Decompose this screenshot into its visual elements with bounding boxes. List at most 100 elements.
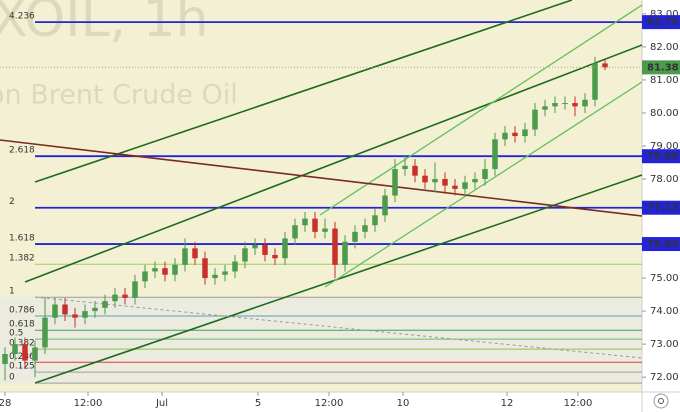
candle-body	[292, 225, 298, 239]
candle-body	[242, 248, 248, 262]
candle-body	[602, 63, 608, 68]
x-tick-label: 10	[397, 398, 410, 409]
fib-zone	[0, 297, 642, 383]
settings-icon[interactable]	[658, 398, 664, 404]
candle-body	[92, 307, 98, 312]
candle-body	[212, 274, 218, 279]
candle-body	[492, 139, 498, 170]
trend-line	[0, 139, 643, 217]
channel-line	[319, 4, 643, 216]
fib-ratio: 4.236	[9, 12, 35, 22]
candle-body	[522, 129, 528, 137]
candle-body	[62, 304, 68, 315]
last-price-label: 81.38	[647, 62, 679, 73]
channel-line	[34, 0, 573, 183]
fib-levels: 4.236 2.618 2 1.618 1.382 1 0.786 0.6180.50.382…	[9, 12, 642, 384]
fib-ratio: 0.236	[9, 352, 35, 362]
candle-body	[272, 254, 278, 259]
candle-body	[402, 165, 408, 170]
candles	[2, 56, 608, 381]
candle-body	[222, 271, 228, 275]
fib-ratio: 0.618	[9, 320, 35, 330]
time-axis	[0, 392, 642, 412]
y-tick-label: 73.00	[650, 339, 679, 350]
y-tick-label: 78.00	[650, 174, 679, 185]
candle-body	[322, 228, 328, 232]
watermark-title: XOIL, 1h	[0, 0, 209, 49]
candle-body	[472, 178, 478, 183]
x-tick-label: 28	[0, 398, 11, 409]
candle-body	[82, 311, 88, 318]
candle-body	[42, 317, 48, 348]
fib-ratio: 0.786	[9, 306, 35, 316]
candle-body	[192, 248, 198, 259]
fib-ratio: 2	[9, 197, 15, 207]
x-tick-label: 12:00	[315, 398, 344, 409]
candle-body	[462, 182, 468, 189]
settings-icon[interactable]	[653, 393, 669, 409]
channel-line	[24, 44, 643, 283]
watermark-subtitle: on Brent Crude Oil	[0, 80, 238, 111]
y-tick-label: 79.00	[650, 141, 679, 152]
candle-body	[512, 132, 518, 137]
candle-body	[162, 268, 168, 275]
candle-body	[112, 294, 118, 302]
settings-button[interactable]	[653, 393, 669, 409]
candle-body	[142, 271, 148, 282]
candle-body	[182, 248, 188, 265]
candle-body	[442, 178, 448, 186]
candle-body	[532, 109, 538, 130]
x-tick-label: 5	[255, 398, 261, 409]
price-box	[642, 15, 680, 30]
last-price-box	[642, 60, 680, 75]
candle-body	[412, 165, 418, 176]
price-box	[642, 200, 680, 215]
fib-ratio: 0	[9, 373, 15, 383]
candle-body	[422, 175, 428, 183]
candle-body	[582, 99, 588, 107]
y-tick-label: 83.00	[650, 9, 679, 20]
candle-body	[562, 103, 568, 105]
candle-body	[102, 301, 108, 308]
x-tick-label: Jul	[155, 398, 168, 409]
candle-body	[232, 261, 238, 272]
y-tick-label: 82.00	[650, 42, 679, 53]
trend-lines	[0, 0, 643, 384]
x-tick-label: 12	[501, 398, 514, 409]
candle-body	[592, 63, 598, 100]
candle-body	[2, 354, 8, 364]
candle-body	[22, 344, 28, 361]
fib-ratio: 0.382	[9, 339, 35, 349]
candle-body	[352, 231, 358, 242]
channel-line	[324, 81, 643, 288]
candle-body	[202, 258, 208, 279]
candle-body	[382, 195, 388, 216]
candle-body	[482, 169, 488, 179]
candle-body	[552, 103, 558, 107]
price-box-label: 82.75	[647, 17, 679, 28]
candle-body	[452, 185, 458, 189]
candle-body	[132, 281, 138, 298]
y-tick-label: 75.00	[650, 273, 679, 284]
candle-body	[302, 218, 308, 226]
y-tick-label: 72.00	[650, 372, 679, 383]
candle-body	[432, 178, 438, 183]
plot: 4.236 2.618 2 1.618 1.382 1 0.786 0.6180.50.382…	[0, 0, 643, 384]
price-box-label: 76.03	[647, 239, 679, 250]
price-box-label: 78.69	[647, 151, 679, 162]
candle-body	[12, 344, 18, 355]
candle-body	[262, 245, 268, 255]
fib-ratio: 1.382	[9, 254, 35, 264]
price-box	[642, 237, 680, 252]
candle-body	[52, 304, 58, 318]
x-tick-label: 12:00	[74, 398, 103, 409]
candle-body	[502, 132, 508, 140]
fib-ratio: 1.618	[9, 234, 35, 244]
price-box-label: 77.13	[647, 203, 679, 214]
fib-ratio: 0.125	[9, 362, 35, 372]
candle-body	[252, 245, 258, 249]
candle-body	[572, 103, 578, 107]
candle-body	[122, 294, 128, 298]
